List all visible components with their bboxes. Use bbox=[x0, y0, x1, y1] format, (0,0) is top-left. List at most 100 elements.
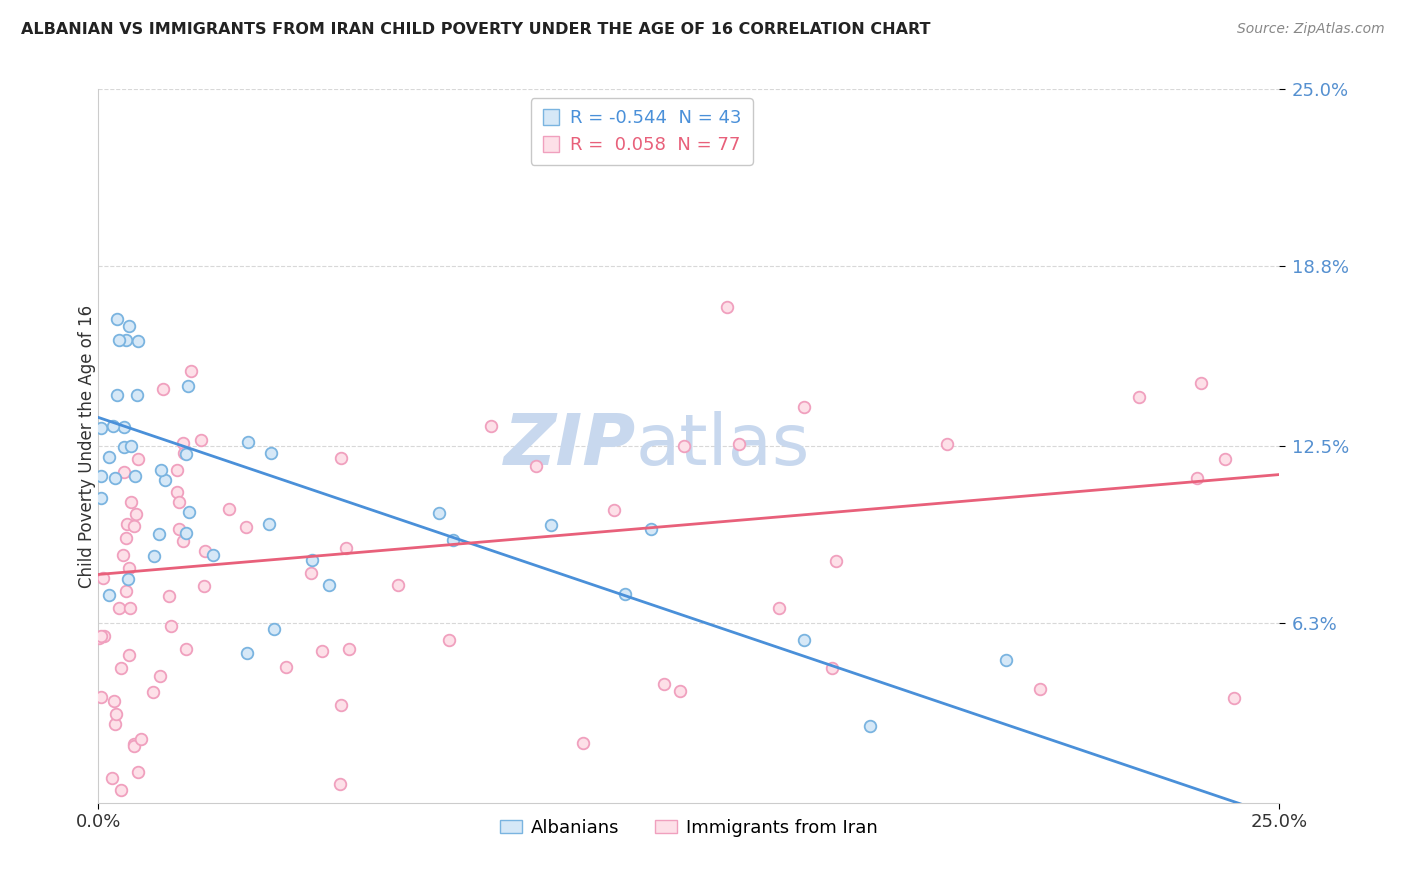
Point bbox=[167, 522, 190, 536]
Point bbox=[173, 446, 195, 460]
Point bbox=[330, 450, 353, 465]
Point bbox=[118, 648, 141, 662]
Point bbox=[792, 401, 814, 415]
Point bbox=[194, 544, 217, 558]
Point bbox=[669, 683, 692, 698]
Point bbox=[103, 716, 125, 731]
Point bbox=[1187, 471, 1209, 485]
Point bbox=[1213, 452, 1236, 467]
Point bbox=[238, 434, 260, 449]
Point bbox=[936, 437, 959, 451]
Point bbox=[276, 660, 298, 674]
Point bbox=[89, 629, 111, 643]
Point bbox=[337, 642, 360, 657]
Point bbox=[571, 736, 593, 750]
Point bbox=[118, 319, 141, 334]
Point bbox=[90, 491, 112, 506]
Point bbox=[127, 764, 149, 779]
Point bbox=[122, 737, 145, 751]
Point bbox=[90, 468, 112, 483]
Point bbox=[824, 554, 846, 568]
Point bbox=[142, 685, 165, 699]
Point bbox=[176, 526, 198, 541]
Point bbox=[1223, 691, 1246, 706]
Point bbox=[728, 437, 751, 451]
Point bbox=[180, 364, 202, 378]
Point bbox=[177, 379, 200, 393]
Point bbox=[90, 421, 112, 435]
Point bbox=[1128, 390, 1150, 404]
Point bbox=[127, 334, 149, 348]
Y-axis label: Child Poverty Under the Age of 16: Child Poverty Under the Age of 16 bbox=[79, 304, 96, 588]
Point bbox=[87, 631, 110, 645]
Point bbox=[97, 588, 120, 602]
Point bbox=[672, 439, 695, 453]
Point bbox=[193, 579, 215, 593]
Point bbox=[299, 566, 322, 581]
Point bbox=[201, 548, 224, 562]
Point bbox=[110, 661, 132, 675]
Point bbox=[716, 300, 738, 314]
Point bbox=[167, 494, 190, 508]
Point bbox=[640, 522, 662, 536]
Point bbox=[166, 484, 188, 499]
Point bbox=[172, 435, 194, 450]
Point bbox=[157, 589, 180, 603]
Point bbox=[91, 571, 114, 585]
Point bbox=[387, 577, 409, 591]
Point bbox=[112, 440, 135, 454]
Point bbox=[768, 601, 790, 615]
Point bbox=[127, 387, 149, 401]
Point bbox=[107, 333, 129, 347]
Point bbox=[148, 527, 170, 541]
Point bbox=[441, 533, 464, 548]
Point bbox=[153, 473, 176, 487]
Point bbox=[994, 652, 1017, 666]
Point bbox=[124, 469, 146, 483]
Point bbox=[125, 507, 148, 521]
Point bbox=[118, 601, 141, 615]
Point bbox=[114, 333, 136, 347]
Point bbox=[335, 541, 357, 555]
Point bbox=[166, 463, 188, 477]
Point bbox=[190, 433, 212, 447]
Point bbox=[152, 382, 174, 396]
Point bbox=[108, 601, 131, 615]
Point bbox=[131, 732, 153, 747]
Point bbox=[179, 505, 201, 519]
Point bbox=[101, 419, 124, 434]
Point bbox=[218, 502, 240, 516]
Text: Source: ZipAtlas.com: Source: ZipAtlas.com bbox=[1237, 22, 1385, 37]
Point bbox=[263, 623, 285, 637]
Point bbox=[93, 629, 115, 643]
Point bbox=[614, 587, 637, 601]
Point bbox=[427, 506, 450, 520]
Point bbox=[1028, 681, 1050, 696]
Point bbox=[112, 549, 135, 563]
Point bbox=[112, 465, 135, 479]
Text: ZIP: ZIP bbox=[503, 411, 636, 481]
Point bbox=[122, 518, 145, 533]
Point bbox=[112, 420, 135, 434]
Point bbox=[793, 632, 815, 647]
Point bbox=[120, 495, 142, 509]
Point bbox=[117, 572, 139, 586]
Point bbox=[821, 661, 844, 675]
Point bbox=[1189, 376, 1212, 391]
Point bbox=[540, 517, 562, 532]
Point bbox=[524, 459, 547, 474]
Point bbox=[90, 690, 112, 704]
Point bbox=[318, 578, 340, 592]
Point bbox=[143, 549, 166, 563]
Point bbox=[602, 503, 624, 517]
Point bbox=[127, 451, 149, 466]
Point bbox=[115, 531, 138, 545]
Point bbox=[235, 520, 257, 534]
Point bbox=[176, 447, 198, 461]
Point bbox=[479, 418, 502, 433]
Point bbox=[236, 646, 259, 660]
Point bbox=[301, 553, 323, 567]
Point bbox=[103, 693, 125, 707]
Point bbox=[652, 677, 675, 691]
Point bbox=[115, 517, 138, 532]
